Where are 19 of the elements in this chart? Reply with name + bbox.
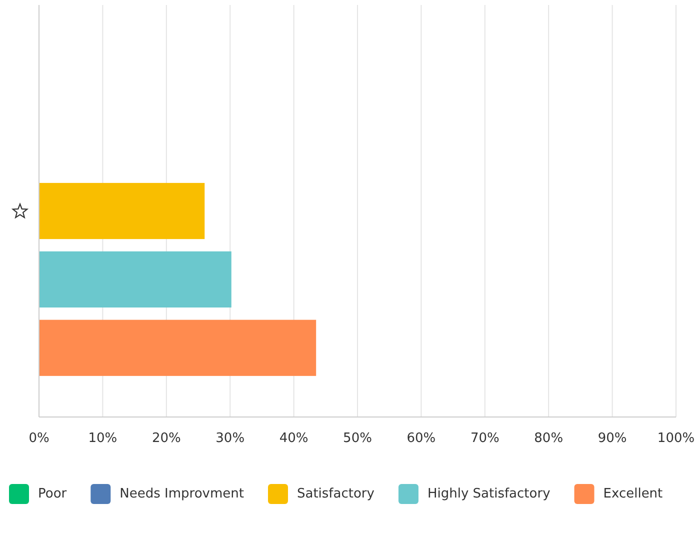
legend-label: Poor [38,486,68,502]
x-tick-label: 70% [470,431,500,446]
x-tick-label: 10% [88,431,118,446]
x-tick-label: 80% [534,431,564,446]
x-tick-label: 90% [598,431,627,446]
bar [39,182,205,240]
legend-label: Highly Satisfactory [427,486,551,502]
x-tick-label: 60% [406,431,436,446]
x-tick-label: 40% [279,431,308,446]
x-tick-label: 30% [216,431,245,446]
legend-label: Needs Improvment [120,486,244,502]
x-tick-label: 20% [152,431,181,446]
x-tick-label: 100% [657,431,695,446]
legend-label: Excellent [603,486,663,502]
bar [39,251,232,308]
x-tick-label: 0% [28,431,50,446]
legend-label: Satisfactory [296,486,375,502]
bar [39,320,316,376]
x-tick-label: 50% [343,431,372,446]
